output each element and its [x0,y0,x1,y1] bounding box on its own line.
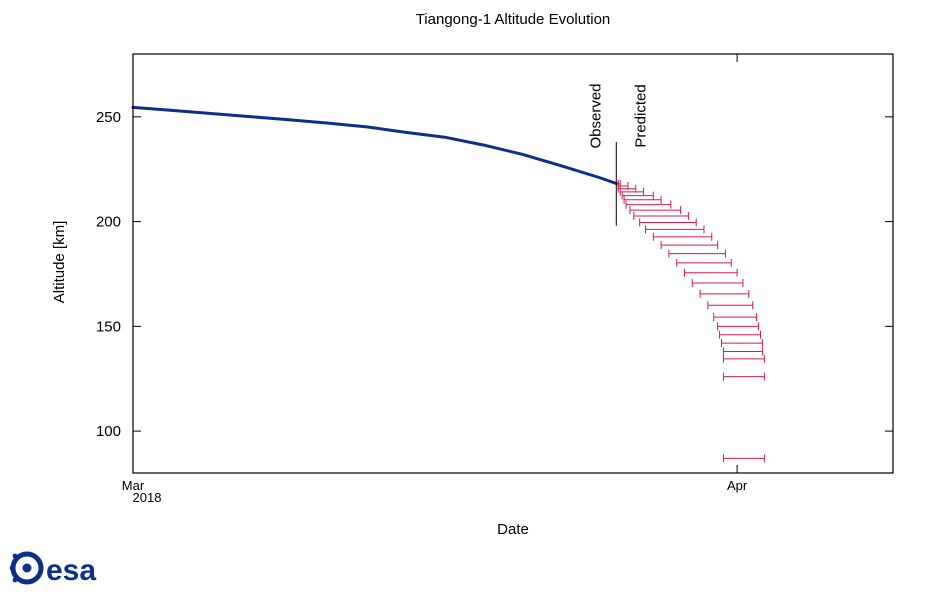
x-axis-label: Date [497,521,529,538]
prediction-errorbar [683,268,738,277]
observed-line [131,105,618,185]
prediction-errorbar [660,241,719,250]
prediction-errorbar [699,289,750,298]
prediction-errorbar [722,347,763,356]
y-axis-label: Altitude [km] [51,221,68,304]
prediction-errorbar [721,339,763,348]
prediction-errorbar [722,454,765,463]
plot-frame [132,53,894,474]
prediction-errorbar [707,301,754,310]
prediction-errorbar [639,218,697,227]
prediction-errorbar [668,249,726,258]
observed-label: Observed [587,83,604,148]
prediction-errorbar [652,232,713,241]
prediction-errorbar [623,195,662,204]
x-tick-label: Mar [122,478,145,493]
prediction-errorbar [676,258,732,267]
prediction-errorbar [645,225,705,234]
y-tick-label: 100 [96,423,121,440]
prediction-errorbar [713,313,758,322]
x-tick-sublabel: 2018 [133,490,162,505]
predicted-label: Predicted [632,84,649,147]
y-tick-label: 150 [96,318,121,335]
prediction-errorbar [621,191,654,200]
prediction-errorbar [722,372,765,381]
prediction-errorbar [629,206,682,215]
svg-text:esa: esa [46,554,96,587]
plot-area: Observed Predicted [131,83,765,463]
esa-logo: esa [9,551,96,587]
prediction-errorbar [722,354,765,363]
prediction-errorbar [619,187,645,196]
x-tick-label: Apr [727,478,748,493]
y-tick-label: 250 [96,109,121,126]
esa-logo-mark [9,551,44,585]
prediction-errorbar [691,278,744,287]
prediction-errorbar [717,322,760,331]
chart-title: Tiangong-1 Altitude Evolution [416,11,611,28]
prediction-errorbar [625,200,672,209]
prediction-errorbar [719,330,761,339]
y-tick-label: 200 [96,214,121,231]
prediction-errorbar [633,211,689,220]
